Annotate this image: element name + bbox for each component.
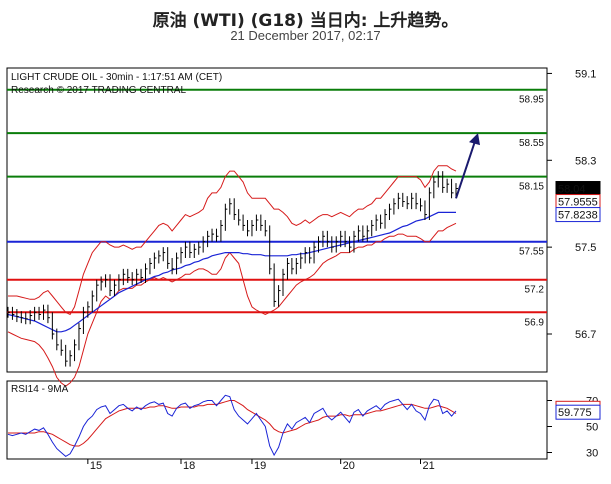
rsi-line — [7, 394, 457, 458]
axes: 59.158.357.556.7705030151819202158.0457.… — [87, 68, 601, 472]
chart-title: LIGHT CRUDE OIL - 30min - 1:17:51 AM (CE… — [11, 72, 222, 83]
band-upper-badge-text: 57.9555 — [558, 197, 598, 209]
forecast-line — [455, 140, 476, 199]
y-tick-label-2: 57.5 — [575, 242, 596, 254]
price-series — [7, 171, 458, 367]
last-price-badge-text: 58.04 — [558, 184, 586, 196]
price-panel-frame — [6, 67, 548, 373]
level-label-5: 56.9 — [525, 317, 545, 328]
upper-band-line — [8, 165, 457, 316]
rsi-tick-label-1: 50 — [586, 422, 598, 434]
y-tick-label-0: 59.1 — [575, 68, 596, 80]
level-label-4: 57.2 — [525, 285, 545, 296]
rsi-title: RSI14 - 9MA — [11, 384, 69, 395]
forecast-arrow — [455, 133, 480, 199]
rsi-ma-badge-box — [555, 404, 601, 420]
bollinger-bands — [7, 165, 457, 387]
x-tick-label-2: 19 — [254, 460, 266, 472]
rsi-ma-badge-text: 59.775 — [558, 407, 592, 419]
rsi-series — [7, 394, 457, 458]
lower-band-line — [7, 222, 457, 387]
x-tick-label-1: 18 — [183, 460, 195, 472]
page-title: 原油 (WTI) (G18) 当日内: 上升趋势。 — [152, 11, 459, 31]
band-mid-badge-box — [555, 207, 601, 223]
forecast-arrowhead — [469, 133, 480, 146]
x-tick-label-0: 15 — [90, 460, 102, 472]
moving-average-line — [7, 211, 456, 333]
band-mid-badge-text: 57.8238 — [558, 210, 598, 222]
level-label-2: 58.15 — [519, 182, 544, 193]
chart-subtitle: Research © 2017 TRADING CENTRAL — [11, 85, 186, 96]
level-label-0: 58.95 — [519, 95, 544, 106]
y-tick-label-1: 58.3 — [575, 155, 596, 167]
level-label-1: 58.55 — [519, 138, 544, 149]
x-tick-label-3: 20 — [343, 460, 355, 472]
level-label-3: 57.55 — [519, 247, 544, 258]
rsi-ma-line — [8, 400, 457, 447]
y-tick-label-3: 56.7 — [575, 329, 596, 341]
page-subtitle: 21 December 2017, 02:17 — [230, 28, 381, 43]
x-tick-label-4: 21 — [423, 460, 435, 472]
rsi-tick-label-2: 30 — [586, 448, 598, 460]
